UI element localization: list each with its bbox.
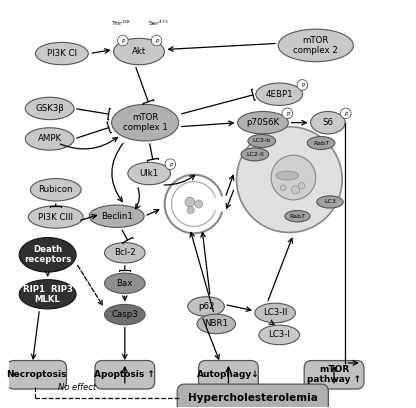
Text: PI3K CI: PI3K CI — [47, 49, 77, 58]
Ellipse shape — [30, 179, 81, 201]
Text: p: p — [344, 111, 348, 116]
FancyBboxPatch shape — [177, 384, 328, 408]
Text: LC3-II: LC3-II — [263, 308, 287, 317]
Ellipse shape — [89, 205, 144, 227]
Text: Death
receptors: Death receptors — [24, 246, 71, 264]
Circle shape — [185, 197, 195, 207]
Ellipse shape — [19, 237, 76, 272]
Ellipse shape — [35, 42, 88, 65]
Ellipse shape — [248, 135, 275, 147]
Ellipse shape — [285, 211, 310, 222]
Ellipse shape — [276, 171, 299, 180]
Text: AMPK: AMPK — [37, 135, 62, 144]
Ellipse shape — [114, 38, 164, 65]
Text: p: p — [168, 162, 172, 166]
Circle shape — [280, 185, 286, 191]
Ellipse shape — [197, 314, 235, 334]
Ellipse shape — [278, 29, 353, 62]
Text: Bax: Bax — [116, 279, 133, 288]
Ellipse shape — [188, 297, 224, 316]
Text: Bcl-2: Bcl-2 — [114, 248, 136, 257]
Circle shape — [165, 159, 176, 169]
Ellipse shape — [28, 206, 83, 228]
FancyBboxPatch shape — [95, 361, 155, 389]
Ellipse shape — [104, 304, 145, 325]
Circle shape — [298, 182, 305, 189]
Circle shape — [117, 35, 128, 46]
Text: Rab7: Rab7 — [313, 140, 329, 146]
Text: p: p — [155, 38, 158, 43]
Text: Beclin1: Beclin1 — [101, 212, 133, 221]
Text: LC3-I: LC3-I — [268, 330, 290, 339]
Text: mTOR
pathway ↑: mTOR pathway ↑ — [307, 366, 361, 384]
Ellipse shape — [104, 243, 145, 263]
Circle shape — [151, 35, 162, 46]
Text: Akt: Akt — [132, 47, 146, 56]
Text: Necroptosis: Necroptosis — [6, 370, 67, 379]
Text: Ulk1: Ulk1 — [139, 169, 159, 178]
Text: p: p — [285, 111, 289, 116]
Text: 4EBP1: 4EBP1 — [265, 90, 293, 99]
Circle shape — [271, 155, 316, 200]
Text: Autophagy↓: Autophagy↓ — [197, 370, 260, 379]
Ellipse shape — [317, 196, 343, 208]
Text: mTOR
complex 1: mTOR complex 1 — [123, 113, 168, 132]
Text: No effect: No effect — [58, 383, 96, 392]
Text: NBR1: NBR1 — [204, 319, 228, 328]
Text: p70S6K: p70S6K — [246, 118, 280, 127]
Text: S6: S6 — [322, 118, 334, 127]
Text: LC2-II: LC2-II — [246, 152, 264, 157]
Ellipse shape — [311, 111, 345, 134]
Text: Rab7: Rab7 — [290, 214, 305, 219]
Text: LC3-b: LC3-b — [253, 138, 271, 144]
Text: RIP1  RIP3
MLKL: RIP1 RIP3 MLKL — [22, 285, 73, 304]
Ellipse shape — [104, 273, 145, 293]
Text: p: p — [301, 82, 304, 87]
Text: Hypercholesterolemia: Hypercholesterolemia — [188, 393, 318, 404]
Text: PI3K CIII: PI3K CIII — [38, 213, 73, 222]
Circle shape — [282, 108, 292, 119]
Ellipse shape — [241, 148, 269, 161]
Text: GSK3β: GSK3β — [35, 104, 64, 113]
Circle shape — [291, 186, 300, 194]
Circle shape — [297, 80, 308, 90]
Circle shape — [237, 127, 342, 233]
Ellipse shape — [111, 104, 178, 141]
Ellipse shape — [259, 325, 300, 345]
Text: Thr$^{308}$: Thr$^{308}$ — [111, 19, 131, 28]
Text: LC3: LC3 — [324, 200, 336, 204]
FancyBboxPatch shape — [198, 361, 258, 389]
Text: Rubicon: Rubicon — [39, 185, 73, 194]
Ellipse shape — [25, 128, 74, 150]
FancyBboxPatch shape — [304, 361, 364, 389]
Ellipse shape — [256, 83, 302, 105]
Text: p: p — [121, 38, 124, 43]
Text: mTOR
complex 2: mTOR complex 2 — [293, 36, 338, 55]
Ellipse shape — [19, 279, 76, 309]
Circle shape — [341, 108, 351, 119]
Ellipse shape — [307, 137, 335, 149]
Circle shape — [187, 206, 194, 214]
Text: Ser$^{473}$: Ser$^{473}$ — [149, 19, 169, 28]
Text: Apoptosis ↑: Apoptosis ↑ — [94, 370, 155, 379]
Text: p62: p62 — [198, 302, 214, 311]
Text: Casp3: Casp3 — [111, 310, 138, 319]
FancyBboxPatch shape — [7, 361, 67, 389]
Ellipse shape — [255, 303, 295, 323]
Circle shape — [195, 200, 203, 208]
Ellipse shape — [128, 162, 171, 185]
Ellipse shape — [25, 97, 74, 120]
Ellipse shape — [238, 111, 288, 134]
